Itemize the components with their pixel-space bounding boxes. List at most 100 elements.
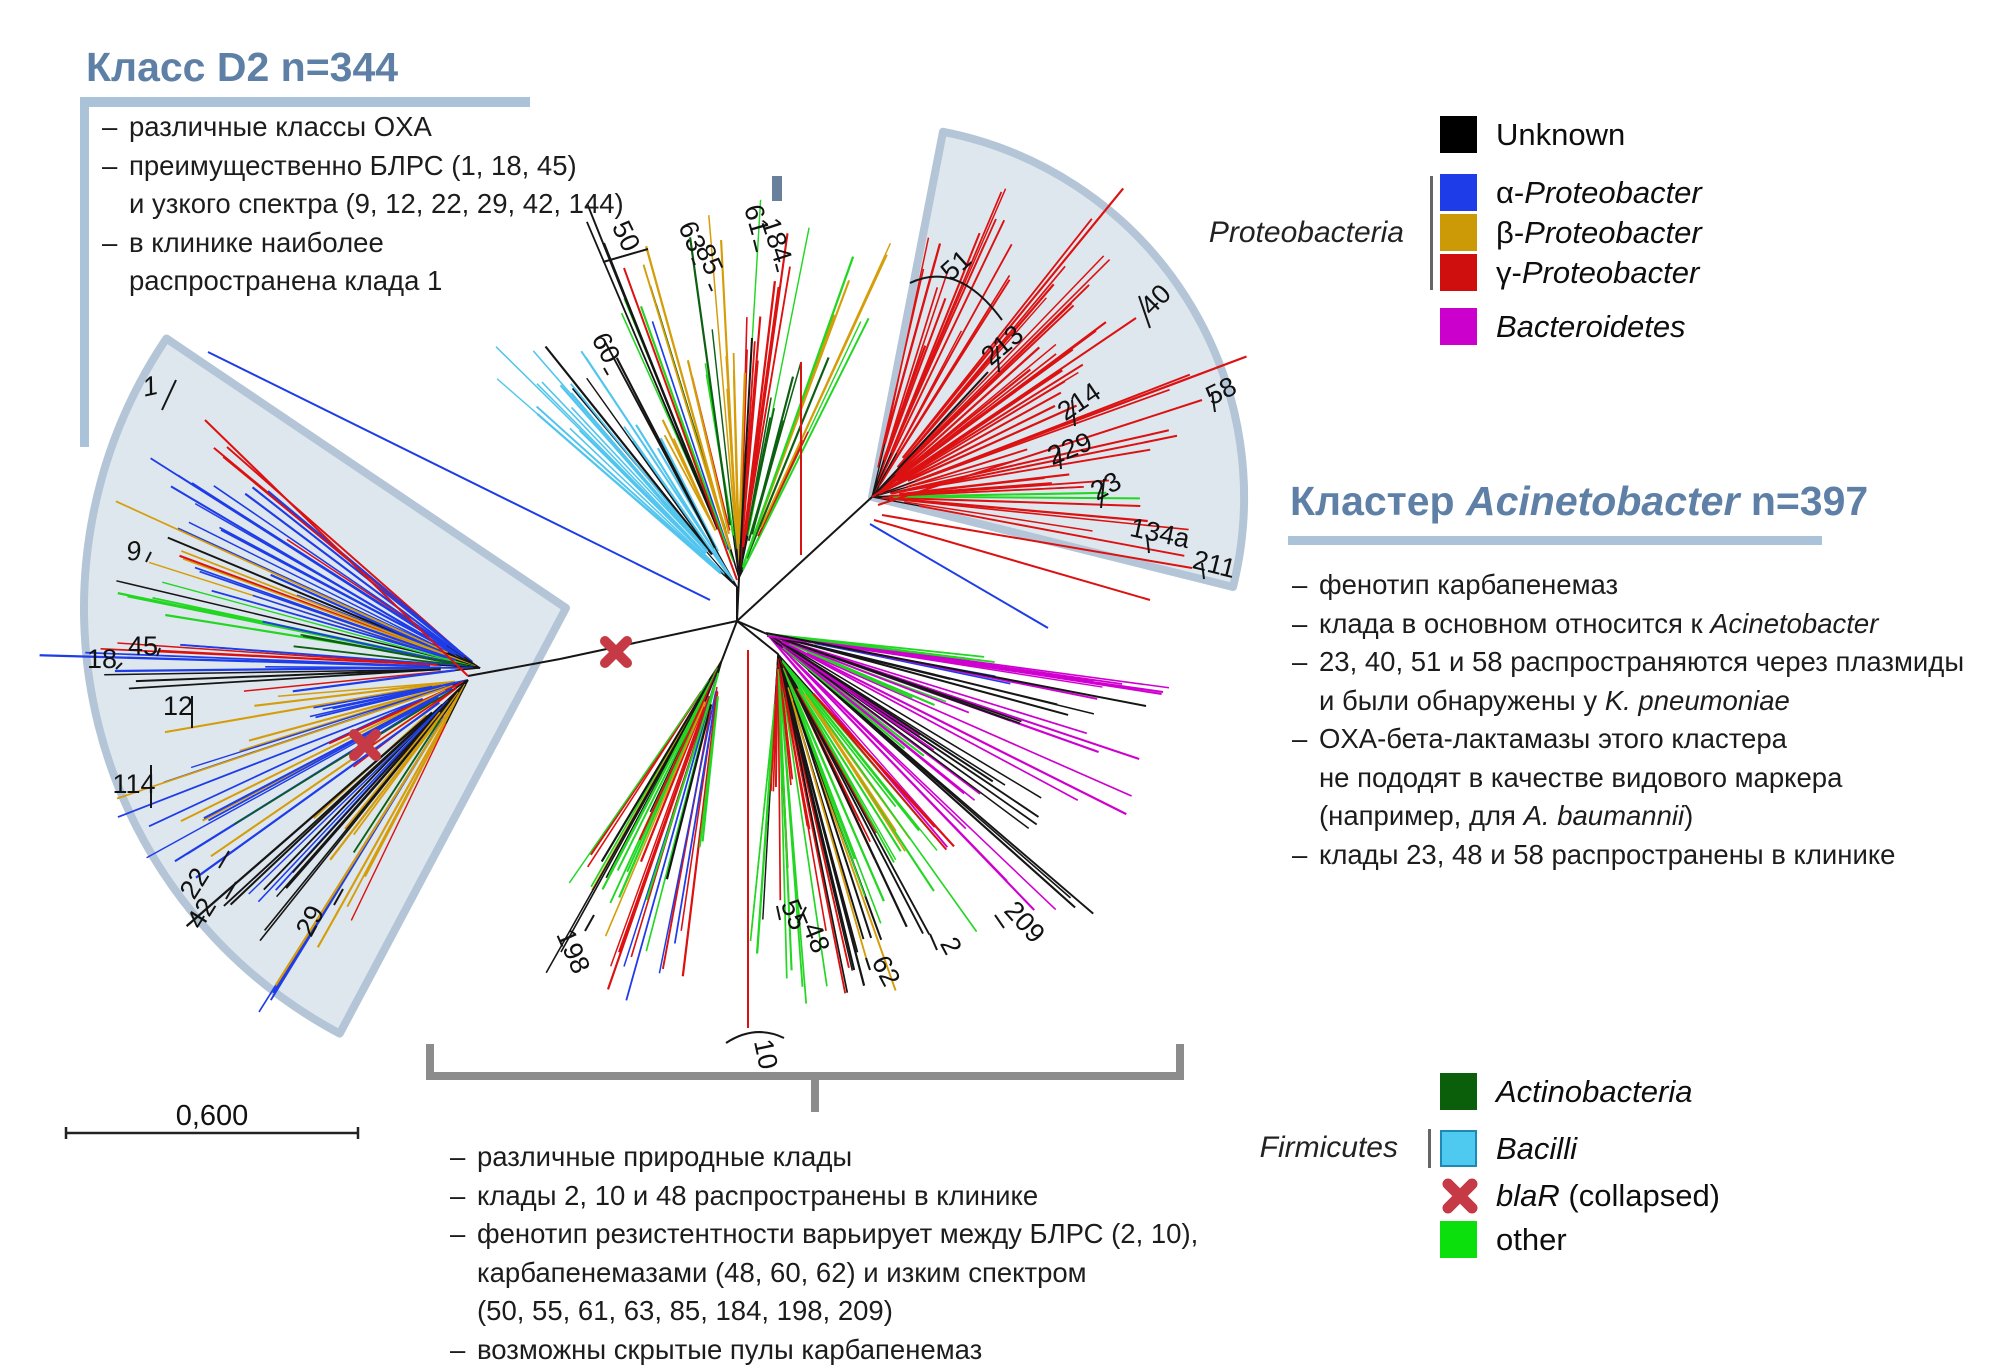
text-segment: клады 23, 48 и 58 распространены в клини… bbox=[1319, 838, 1896, 870]
branch bbox=[170, 485, 456, 656]
branch bbox=[711, 329, 737, 549]
clade-tick bbox=[1100, 478, 1105, 509]
branch bbox=[248, 685, 447, 742]
branch-special bbox=[877, 399, 1203, 506]
branch bbox=[766, 633, 952, 844]
legend-label-actinobacteria: Actinobacteria bbox=[1496, 1074, 1692, 1110]
branch bbox=[769, 634, 1011, 722]
branch bbox=[194, 566, 457, 661]
branch bbox=[642, 264, 732, 550]
branch bbox=[771, 635, 970, 714]
bullet-dash bbox=[1292, 797, 1319, 836]
branch bbox=[742, 286, 780, 547]
branch bbox=[781, 640, 1079, 801]
branch bbox=[741, 256, 855, 568]
branch bbox=[786, 672, 908, 928]
branch-sector bbox=[545, 659, 723, 1001]
text-segment: Bacilli bbox=[1496, 1130, 1577, 1166]
clade-arc-tick bbox=[909, 275, 1003, 321]
branch bbox=[535, 405, 721, 573]
acinetobacter-underline bbox=[1288, 536, 1822, 545]
branch bbox=[737, 372, 747, 544]
branch bbox=[876, 298, 947, 481]
branch bbox=[777, 657, 794, 780]
branch bbox=[128, 668, 441, 690]
legend-group-proteobacteria: Proteobacteria bbox=[1208, 216, 1404, 249]
branch bbox=[586, 221, 719, 530]
branch bbox=[254, 680, 456, 707]
clade-tick bbox=[929, 933, 938, 951]
branch bbox=[673, 690, 718, 944]
branch bbox=[578, 429, 725, 575]
branch bbox=[135, 668, 441, 683]
clade-tick bbox=[691, 257, 696, 266]
clade-tick bbox=[1138, 295, 1151, 329]
text-segment: β- bbox=[1496, 214, 1525, 250]
branch bbox=[190, 680, 466, 769]
branch bbox=[263, 689, 461, 931]
branch bbox=[559, 384, 708, 553]
note-line: –23, 40, 51 и 58 распространяются через … bbox=[1292, 643, 1964, 682]
branch bbox=[496, 378, 722, 575]
clade-tick bbox=[776, 905, 781, 921]
branch bbox=[658, 691, 717, 974]
clade-tick bbox=[115, 662, 123, 670]
bullet-dash bbox=[102, 262, 129, 301]
bullet-dash: – bbox=[450, 1141, 466, 1172]
branch bbox=[781, 659, 978, 933]
branch bbox=[608, 667, 719, 875]
text-segment: A. baumannii bbox=[1523, 800, 1685, 831]
branch bbox=[882, 496, 1141, 508]
note-line: – фенотип карбапенемаз bbox=[1292, 566, 1964, 605]
bullet-dash bbox=[450, 1292, 477, 1331]
legend-swatch-gamma-proteobacter bbox=[1440, 254, 1477, 291]
clade-arc-tick bbox=[725, 1031, 785, 1044]
branch bbox=[879, 496, 1189, 531]
text-segment: в клинике наиболее bbox=[129, 226, 384, 258]
branch bbox=[315, 679, 469, 719]
branch bbox=[899, 482, 1052, 496]
legend-label-bacilli: Bacilli bbox=[1496, 1131, 1577, 1167]
clade-tick bbox=[156, 647, 161, 657]
branch bbox=[252, 594, 447, 659]
note-text: (например, для A. baumannii) bbox=[1319, 797, 1693, 836]
note-line: карбапенемазами (48, 60, 62) и изким спе… bbox=[450, 1254, 1198, 1293]
branch bbox=[897, 297, 1047, 468]
branch bbox=[274, 683, 467, 986]
class-d2-bracket-vertical bbox=[80, 97, 89, 447]
note-text: (50, 55, 61, 63, 85, 184, 198, 209) bbox=[477, 1292, 893, 1331]
branch bbox=[814, 642, 1011, 685]
text-segment: возможны скрытые пулы карбапенемаз bbox=[477, 1333, 983, 1365]
bullet-dash bbox=[102, 185, 129, 224]
branch bbox=[223, 704, 443, 907]
branch bbox=[906, 448, 1028, 489]
branch bbox=[180, 689, 446, 822]
note-line: – в клинике наиболее bbox=[102, 224, 624, 263]
branch-special bbox=[765, 632, 1147, 707]
clade-tick bbox=[708, 283, 713, 292]
bullet-dash: – bbox=[102, 149, 118, 181]
branch bbox=[893, 495, 1140, 500]
branch bbox=[889, 479, 1109, 497]
branch bbox=[777, 668, 788, 979]
clade-label-18: 18 bbox=[87, 644, 117, 674]
text-segment: Кластер bbox=[1290, 478, 1466, 524]
branch-special bbox=[204, 419, 469, 677]
branch bbox=[787, 665, 938, 851]
clade-label-209: 209 bbox=[998, 895, 1050, 949]
branch bbox=[778, 659, 847, 994]
note-line: распространена клада 1 bbox=[102, 262, 624, 301]
scale-bar-label: 0,600 bbox=[175, 1100, 249, 1132]
branch bbox=[292, 669, 456, 693]
legend-swatch-actinobacteria bbox=[1440, 1073, 1477, 1110]
branch bbox=[796, 680, 897, 808]
clade-tick bbox=[1058, 447, 1062, 470]
branch bbox=[812, 692, 948, 851]
branch-sector bbox=[116, 679, 469, 1013]
branch bbox=[180, 550, 476, 668]
text-segment: (например, для bbox=[1319, 800, 1524, 831]
note-text: клада в основном относится к Acinetobact… bbox=[1319, 605, 1878, 644]
branch bbox=[890, 218, 997, 453]
